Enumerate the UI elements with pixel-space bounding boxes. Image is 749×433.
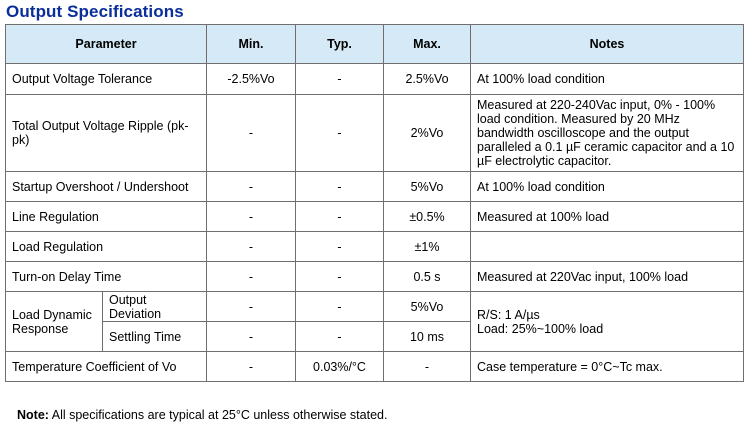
row-min: -: [206, 201, 296, 232]
table-row: Load Regulation - - ±1%: [5, 231, 744, 262]
row-parameter: Turn-on Delay Time: [5, 261, 207, 292]
dynamic-group-label: Load Dynamic Response: [5, 291, 103, 352]
row-notes: Measured at 100% load: [470, 201, 744, 232]
row-notes: Measured at 220Vac input, 100% load: [470, 261, 744, 292]
row-notes: Case temperature = 0°C~Tc max.: [470, 351, 744, 382]
row-notes: [470, 231, 744, 262]
footer-note-label: Note:: [17, 408, 49, 422]
header-max: Max.: [383, 24, 471, 64]
header-typ: Typ.: [295, 24, 384, 64]
row-max: 2%Vo: [383, 94, 471, 172]
row-parameter: Temperature Coefficient of Vo: [5, 351, 207, 382]
footer-note-text: All specifications are typical at 25°C u…: [48, 408, 388, 422]
dynamic-deviation-max: 5%Vo: [383, 291, 471, 322]
footer-note: Note: All specifications are typical at …: [17, 408, 387, 422]
page-title: Output Specifications: [6, 2, 184, 21]
row-max: -: [383, 351, 471, 382]
row-typ: -: [295, 231, 384, 262]
dynamic-settling-label: Settling Time: [102, 321, 207, 352]
table-row: Line Regulation - - ±0.5% Measured at 10…: [5, 201, 744, 232]
row-typ: -: [295, 201, 384, 232]
row-max: 5%Vo: [383, 171, 471, 202]
dynamic-settling-min: -: [206, 321, 296, 352]
row-max: ±0.5%: [383, 201, 471, 232]
row-min: -2.5%Vo: [206, 63, 296, 95]
table-row: Output Voltage Tolerance -2.5%Vo - 2.5%V…: [5, 63, 744, 95]
row-notes: Measured at 220-240Vac input, 0% - 100% …: [470, 94, 744, 172]
header-min: Min.: [206, 24, 296, 64]
row-parameter: Output Voltage Tolerance: [5, 63, 207, 95]
row-parameter: Line Regulation: [5, 201, 207, 232]
dynamic-settling-typ: -: [295, 321, 384, 352]
dynamic-notes: R/S: 1 A/µs Load: 25%~100% load: [470, 291, 744, 352]
dynamic-settling-max: 10 ms: [383, 321, 471, 352]
table-row-dynamic-settling: Settling Time - - 10 ms: [6, 321, 744, 352]
table-row: Startup Overshoot / Undershoot - - 5%Vo …: [5, 171, 744, 202]
table-row: Turn-on Delay Time - - 0.5 s Measured at…: [5, 261, 744, 292]
table-row: Temperature Coefficient of Vo - 0.03%/°C…: [5, 351, 744, 382]
row-parameter: Total Output Voltage Ripple (pk-pk): [5, 94, 207, 172]
row-typ: -: [295, 171, 384, 202]
dynamic-notes-line1: R/S: 1 A/µs: [477, 307, 540, 322]
table-header-row: Parameter Min. Typ. Max. Notes: [5, 24, 744, 64]
row-max: 2.5%Vo: [383, 63, 471, 95]
dynamic-deviation-min: -: [206, 291, 296, 322]
row-min: -: [206, 171, 296, 202]
dynamic-notes-line2: Load: 25%~100% load: [477, 321, 604, 336]
dynamic-deviation-label: Output Deviation: [102, 291, 207, 322]
row-parameter: Startup Overshoot / Undershoot: [5, 171, 207, 202]
row-notes: At 100% load condition: [470, 171, 744, 202]
row-min: -: [206, 231, 296, 262]
table-row-dynamic-deviation: Load Dynamic Response Output Deviation -…: [5, 291, 744, 352]
row-typ: -: [295, 261, 384, 292]
row-min: -: [206, 351, 296, 382]
row-min: -: [206, 261, 296, 292]
dynamic-deviation-typ: -: [295, 291, 384, 322]
row-typ: -: [295, 63, 384, 95]
header-notes: Notes: [470, 24, 744, 64]
header-parameter: Parameter: [5, 24, 207, 64]
row-min: -: [206, 94, 296, 172]
row-max: 0.5 s: [383, 261, 471, 292]
row-typ: -: [295, 94, 384, 172]
row-max: ±1%: [383, 231, 471, 262]
table-row: Total Output Voltage Ripple (pk-pk) - - …: [5, 94, 744, 172]
row-typ: 0.03%/°C: [295, 351, 384, 382]
row-parameter: Load Regulation: [5, 231, 207, 262]
row-notes: At 100% load condition: [470, 63, 744, 95]
spec-table: Parameter Min. Typ. Max. Notes Output Vo…: [5, 24, 744, 382]
